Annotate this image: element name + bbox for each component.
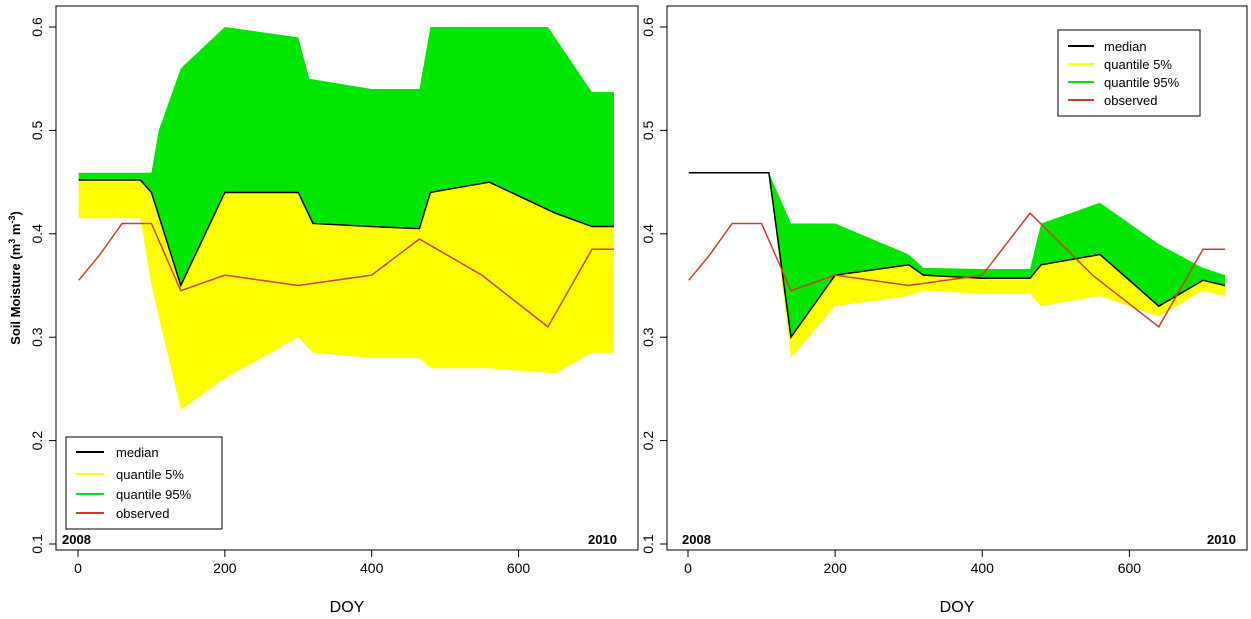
left-median-line bbox=[78, 179, 614, 288]
y-axis-title-main: Soil Moisture (m bbox=[8, 244, 23, 345]
left-year-start-label: 2008 bbox=[62, 532, 91, 547]
left-y-axis: 0.1 0.2 0.3 0.4 0.5 0.6 bbox=[29, 17, 56, 554]
y-axis-title: Soil Moisture (m3 m-3) bbox=[7, 211, 23, 345]
right-year-end-label: 2010 bbox=[1207, 532, 1236, 547]
right-q95-band bbox=[688, 172, 1225, 338]
right-x-axis: 0 200 400 600 bbox=[684, 550, 1141, 576]
left-x-tick-label: 200 bbox=[213, 560, 237, 576]
right-y-tick-label: 0.2 bbox=[640, 431, 656, 451]
left-series-group bbox=[78, 27, 614, 410]
right-legend-label-q95: quantile 95% bbox=[1104, 75, 1180, 90]
left-x-axis-title: DOY bbox=[330, 599, 365, 616]
left-y-tick-label: 0.3 bbox=[29, 327, 45, 347]
left-y-tick-label: 0.1 bbox=[29, 534, 45, 554]
left-legend: median quantile 5% quantile 95% observed bbox=[65, 436, 223, 530]
left-y-tick-label: 0.6 bbox=[29, 17, 45, 37]
left-q05-band bbox=[78, 180, 614, 410]
left-q95-band bbox=[78, 27, 614, 286]
left-year-end-label: 2010 bbox=[588, 532, 617, 547]
y-axis-title-end: ) bbox=[8, 211, 23, 215]
right-year-start-label: 2008 bbox=[682, 532, 711, 547]
left-y-tick-label: 0.4 bbox=[29, 224, 45, 244]
right-q05-band bbox=[688, 172, 1225, 358]
right-median-line bbox=[688, 172, 1226, 340]
right-legend-box bbox=[1057, 29, 1201, 117]
y-axis-title-sup1: 3 bbox=[7, 239, 17, 244]
left-legend-label-observed: observed bbox=[116, 506, 169, 521]
right-legend-label-observed: observed bbox=[1104, 93, 1157, 108]
left-observed-line bbox=[78, 222, 614, 328]
right-series-group bbox=[688, 172, 1226, 358]
right-observed-line bbox=[688, 211, 1225, 328]
right-x-axis-title: DOY bbox=[940, 599, 975, 616]
right-x-tick-label: 600 bbox=[1118, 560, 1142, 576]
right-legend-label-median: median bbox=[1104, 39, 1147, 54]
left-x-axis: 0 200 400 600 bbox=[74, 550, 530, 576]
right-legend: median quantile 5% quantile 95% observed bbox=[1057, 29, 1201, 117]
left-panel: 0.10.20.30.40.50.6 0 200 400 600 2008 2010 … bbox=[7, 5, 639, 616]
right-x-tick-label: 200 bbox=[823, 560, 847, 576]
right-panel: 0.10.20.30.40.50.6 0 200 400 600 2008 2010 … bbox=[640, 5, 1248, 616]
right-plot-frame bbox=[666, 5, 1248, 551]
right-y-tick-label: 0.6 bbox=[640, 17, 656, 37]
y-axis-title-sup2: -3 bbox=[7, 216, 17, 224]
right-x-tick-label: 400 bbox=[971, 560, 995, 576]
left-x-tick-label: 600 bbox=[507, 560, 531, 576]
y-axis-title-mid: m bbox=[8, 224, 23, 239]
left-x-tick-label: 400 bbox=[360, 560, 384, 576]
right-x-tick-label: 0 bbox=[684, 560, 692, 576]
right-y-tick-label: 0.1 bbox=[640, 534, 656, 554]
left-x-tick-label: 0 bbox=[74, 560, 82, 576]
right-legend-label-q05: quantile 5% bbox=[1104, 57, 1172, 72]
left-legend-label-median: median bbox=[116, 445, 159, 460]
right-y-tick-label: 0.3 bbox=[640, 327, 656, 347]
left-y-tick-label: 0.2 bbox=[29, 431, 45, 451]
right-y-tick-label: 0.4 bbox=[640, 224, 656, 244]
left-plot-frame bbox=[55, 5, 639, 551]
left-legend-label-q05: quantile 5% bbox=[116, 467, 184, 482]
right-y-axis: 0.1 0.2 0.3 0.4 0.5 0.6 bbox=[640, 17, 667, 554]
right-y-tick-label: 0.5 bbox=[640, 120, 656, 140]
left-legend-label-q95: quantile 95% bbox=[116, 487, 192, 502]
left-y-tick-label: 0.5 bbox=[29, 120, 45, 140]
